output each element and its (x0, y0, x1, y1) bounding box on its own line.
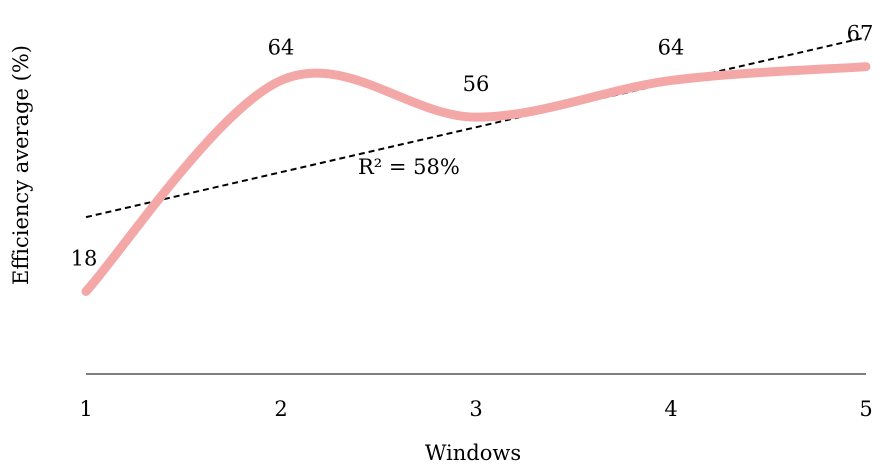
data-label: 67 (847, 22, 874, 46)
series-line (81, 62, 871, 296)
y-axis-title: Efficiency average (%) (9, 45, 33, 285)
x-tick-label: 5 (859, 397, 872, 421)
trendline-r2-label: R² = 58% (358, 155, 460, 179)
data-labels-layer: 18 64 56 64 67 (71, 22, 874, 271)
x-tick-label: 3 (469, 397, 482, 421)
x-tick-label: 1 (79, 397, 92, 421)
data-label: 64 (268, 35, 295, 59)
data-label: 64 (658, 35, 685, 59)
x-axis-title: Windows (425, 441, 521, 465)
axes-layer: 1 2 3 4 5 (79, 373, 873, 421)
data-label: 56 (463, 72, 490, 96)
x-tick-label: 4 (664, 397, 677, 421)
trendline (85, 36, 867, 219)
trendline-layer (85, 36, 867, 219)
series-layer (81, 62, 871, 296)
data-label: 18 (71, 246, 98, 270)
x-tick-label: 2 (274, 397, 287, 421)
